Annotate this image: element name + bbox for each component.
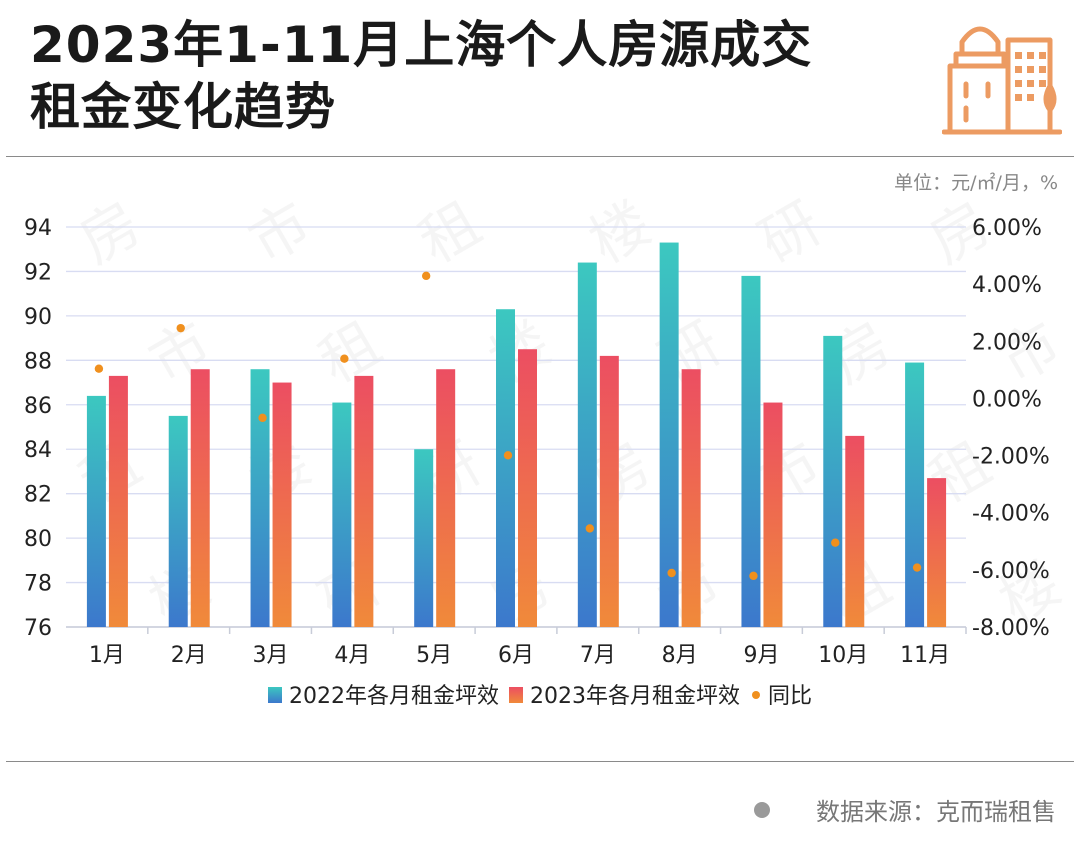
x-tick-label: 6月 bbox=[498, 643, 534, 668]
yoy-point bbox=[585, 524, 595, 533]
bar-2022 bbox=[496, 309, 515, 627]
watermark-char: 租 bbox=[308, 309, 392, 397]
yoy-point bbox=[503, 451, 513, 460]
yoy-point bbox=[94, 364, 104, 373]
yoy-point bbox=[176, 323, 185, 333]
x-tick-label: 3月 bbox=[253, 643, 289, 668]
bar-2022 bbox=[905, 362, 925, 627]
x-tick-label: 5月 bbox=[416, 643, 452, 668]
bar-2022 bbox=[414, 449, 434, 627]
bar-2023 bbox=[272, 382, 292, 627]
y-right-tick-label: -4.00% bbox=[972, 502, 1050, 527]
bar-2023 bbox=[518, 349, 537, 627]
y-left-tick-label: 76 bbox=[24, 616, 52, 641]
legend-swatch-2022 bbox=[268, 687, 282, 703]
title-line-2: 租金变化趋势 bbox=[30, 78, 336, 136]
x-tick-label: 11月 bbox=[900, 643, 950, 668]
bar-2023 bbox=[763, 402, 783, 627]
bar-2023 bbox=[845, 435, 865, 627]
y-left-tick-label: 88 bbox=[24, 349, 52, 374]
legend-label-2023: 2023年各月租金坪效 bbox=[530, 684, 740, 709]
x-tick-label: 9月 bbox=[743, 643, 779, 668]
bar-2023 bbox=[436, 369, 456, 627]
legend-label-yoy: 同比 bbox=[768, 684, 812, 709]
y-right-tick-label: 4.00% bbox=[972, 273, 1042, 298]
y-right-tick-label: -6.00% bbox=[972, 559, 1050, 584]
watermark-char: 租 bbox=[408, 189, 492, 277]
yoy-point bbox=[421, 271, 431, 281]
x-tick-label: 7月 bbox=[580, 643, 616, 668]
y-left-tick-label: 92 bbox=[24, 260, 52, 285]
bar-2022 bbox=[86, 395, 106, 627]
bar-2022 bbox=[168, 415, 188, 627]
building-logo-icon bbox=[942, 26, 1062, 135]
data-source: 数据来源：克而瑞租售 bbox=[754, 792, 1056, 827]
bar-2022 bbox=[250, 369, 270, 627]
source-label: 数据来源：克而瑞租售 bbox=[816, 798, 1056, 826]
bottom-divider bbox=[6, 761, 1074, 762]
watermark-char: 研 bbox=[748, 189, 832, 277]
y-right-tick-label: -2.00% bbox=[972, 445, 1050, 470]
yoy-point bbox=[749, 571, 758, 581]
x-tick-label: 10月 bbox=[818, 643, 868, 668]
watermark-char: 房 bbox=[68, 189, 152, 277]
bar-2022 bbox=[577, 262, 597, 627]
y-left-tick-label: 90 bbox=[24, 305, 52, 330]
y-right-tick-label: -8.00% bbox=[972, 616, 1050, 641]
legend-swatch-2023 bbox=[509, 687, 523, 703]
x-tick-label: 1月 bbox=[89, 643, 125, 668]
bar-2023 bbox=[681, 369, 701, 627]
x-tick-label: 2月 bbox=[171, 643, 207, 668]
yoy-point bbox=[258, 413, 267, 423]
unit-label: 单位：元/㎡/月，% bbox=[894, 172, 1058, 194]
chart-svg: 房市租楼研房市租楼研房市租楼研房市租楼研房市租楼7678808284868890… bbox=[24, 189, 1072, 709]
bar-2023 bbox=[190, 369, 210, 627]
bar-2023 bbox=[599, 355, 619, 627]
yoy-point bbox=[831, 538, 840, 547]
watermark-char: 市 bbox=[238, 189, 322, 277]
bar-2022 bbox=[823, 335, 843, 627]
bar-2022 bbox=[659, 242, 679, 628]
x-tick-label: 4月 bbox=[334, 643, 370, 668]
y-left-tick-label: 80 bbox=[24, 527, 52, 552]
yoy-point bbox=[667, 568, 676, 578]
y-left-tick-label: 84 bbox=[24, 438, 52, 463]
x-tick-label: 8月 bbox=[662, 643, 698, 668]
y-left-tick-label: 82 bbox=[24, 483, 52, 508]
y-right-tick-label: 6.00% bbox=[972, 216, 1042, 241]
y-right-tick-label: 0.00% bbox=[972, 387, 1042, 412]
bar-2023 bbox=[108, 375, 128, 627]
title-line-1: 2023年1-11月上海个人房源成交 bbox=[30, 16, 813, 74]
y-left-tick-label: 86 bbox=[24, 394, 52, 419]
source-bullet-icon bbox=[754, 801, 770, 818]
yoy-point bbox=[340, 354, 349, 363]
bar-2022 bbox=[332, 402, 352, 627]
bar-2023 bbox=[354, 375, 374, 627]
y-right-tick-label: 2.00% bbox=[972, 330, 1042, 355]
bar-2023 bbox=[927, 478, 947, 627]
top-divider bbox=[6, 156, 1074, 157]
y-left-tick-label: 78 bbox=[24, 572, 52, 597]
watermark-char: 市 bbox=[748, 429, 832, 517]
legend-label-2022: 2022年各月租金坪效 bbox=[289, 684, 499, 709]
chart-title: 2023年1-11月上海个人房源成交 租金变化趋势 bbox=[30, 14, 812, 138]
bar-2022 bbox=[741, 275, 761, 627]
yoy-point bbox=[912, 563, 922, 572]
y-left-tick-label: 94 bbox=[24, 216, 52, 241]
legend-swatch-yoy bbox=[752, 691, 760, 699]
